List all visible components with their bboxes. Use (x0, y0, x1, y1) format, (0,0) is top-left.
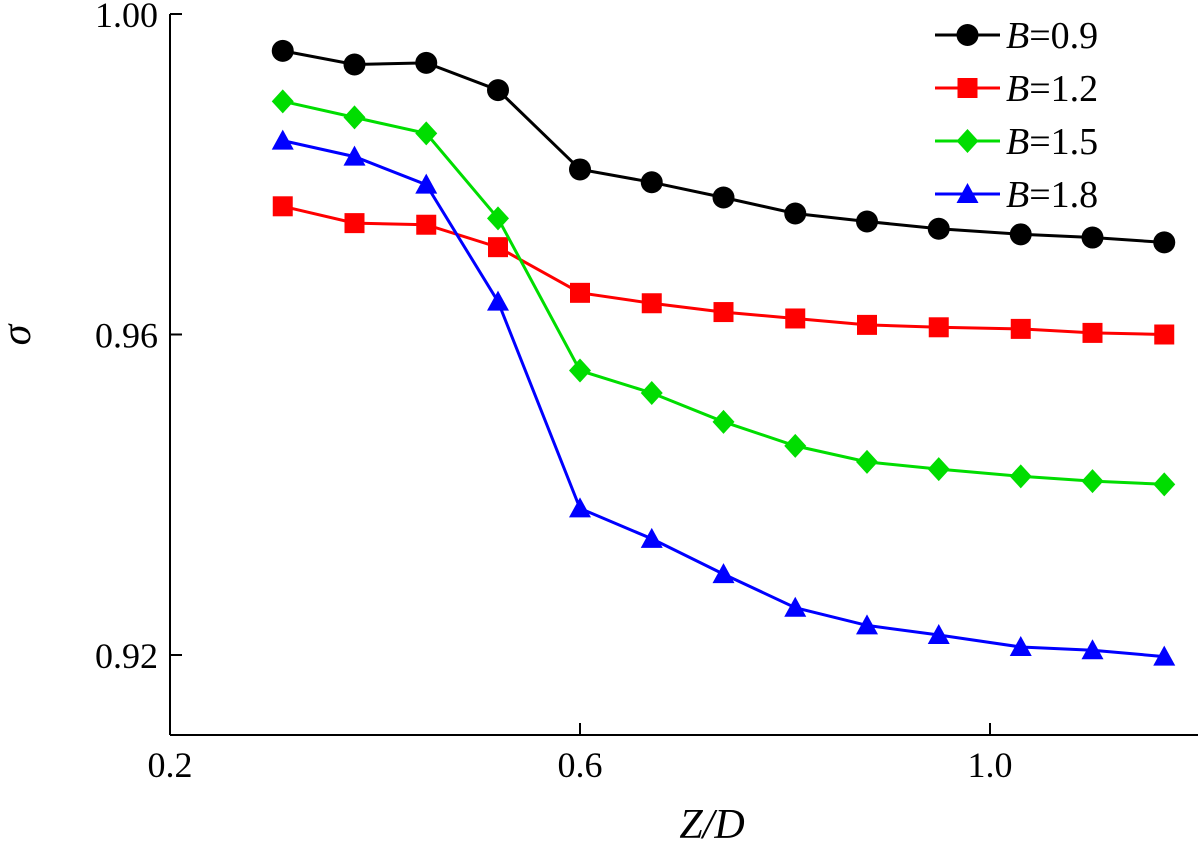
legend-label: B=1.8 (1006, 174, 1098, 216)
legend-entry-2: B=1.2 (935, 68, 1098, 110)
data-point (712, 409, 735, 434)
data-point (415, 51, 438, 74)
data-point (1010, 318, 1031, 339)
data-point (928, 317, 949, 338)
series-3 (271, 89, 1176, 497)
data-point (927, 217, 950, 240)
legend-label: B=0.9 (1006, 15, 1098, 57)
data-point (1081, 639, 1104, 660)
axes: 0.92 0.96 1.00 0.2 0.6 1.0 (95, 0, 1198, 785)
data-point (416, 214, 437, 235)
series-layer (271, 39, 1176, 666)
data-point (569, 158, 591, 181)
legend-entry-3: B=1.5 (935, 121, 1098, 163)
data-point (343, 145, 366, 166)
data-point (713, 302, 734, 323)
data-point (488, 237, 508, 258)
data-point (487, 206, 509, 231)
data-point (640, 527, 663, 548)
data-point (1082, 322, 1103, 343)
data-point (856, 614, 878, 635)
y-axis-label: σ (0, 322, 40, 345)
y-tick-label: 0.96 (95, 316, 158, 356)
data-point (784, 202, 807, 225)
data-point (1154, 324, 1175, 345)
data-point (1009, 464, 1032, 489)
data-point (1153, 472, 1176, 497)
data-point (343, 105, 366, 130)
data-point (415, 121, 438, 146)
x-tick-label: 0.6 (558, 745, 603, 785)
data-point (927, 623, 950, 644)
data-point (957, 78, 978, 98)
data-point (1153, 231, 1176, 254)
x-tick-label: 1.0 (968, 745, 1013, 785)
data-point (857, 314, 877, 335)
y-tick-label: 0.92 (95, 636, 158, 676)
data-point (785, 308, 806, 329)
series-4 (271, 129, 1176, 666)
data-point (1009, 223, 1032, 246)
x-axis-label: Z/D (679, 802, 744, 848)
data-point (956, 129, 979, 153)
data-point (1009, 635, 1032, 656)
data-point (640, 171, 663, 194)
legend-entry-1: B=0.9 (935, 15, 1098, 57)
y-tick-label: 1.00 (95, 0, 158, 35)
x-tick-label: 0.2 (148, 745, 193, 785)
data-point (271, 39, 294, 62)
data-point (487, 290, 509, 311)
data-point (271, 89, 294, 114)
data-point (640, 380, 663, 405)
data-point (712, 186, 735, 209)
data-point (927, 457, 950, 482)
data-point (343, 53, 366, 76)
data-point (784, 433, 807, 458)
data-point (641, 293, 662, 314)
data-point (784, 596, 807, 617)
legend-label: B=1.2 (1006, 68, 1098, 110)
legend-label: B=1.5 (1006, 121, 1098, 163)
data-point (712, 563, 735, 584)
data-point (569, 497, 591, 518)
data-point (344, 213, 365, 234)
data-point (272, 196, 293, 217)
data-point (1153, 645, 1176, 666)
data-point (956, 183, 979, 203)
data-point (487, 79, 509, 102)
data-point (569, 358, 591, 383)
data-point (415, 173, 438, 194)
legend-entry-4: B=1.8 (935, 174, 1098, 216)
data-point (1081, 469, 1104, 494)
data-point (1081, 226, 1104, 249)
legend: B=0.9 B=1.2 B=1.5 B=1.8 (935, 15, 1098, 216)
data-point (271, 129, 294, 150)
series-2 (272, 196, 1175, 345)
data-point (956, 24, 979, 46)
series-1 (271, 39, 1176, 254)
data-point (570, 282, 590, 303)
data-point (856, 210, 878, 233)
data-point (856, 449, 878, 474)
